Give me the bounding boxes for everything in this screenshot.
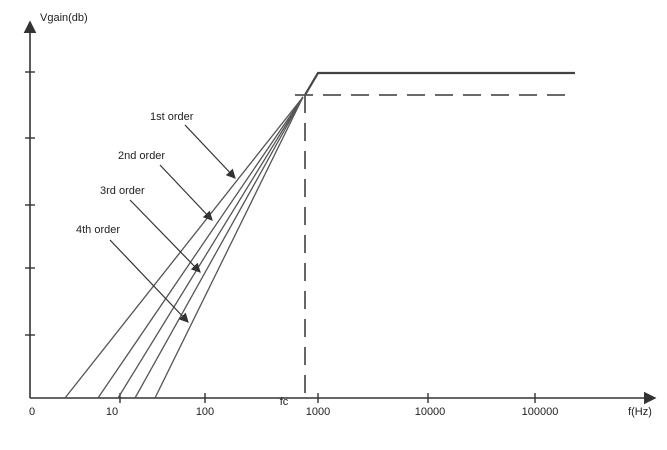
y-axis-label: Vgain(db)	[40, 12, 88, 24]
diagram: Vgain(db) f(Hz) 0 10 100 1000 10000 1000…	[0, 0, 667, 450]
x-tick-label: 1000	[306, 406, 330, 418]
cutoff-label: fc	[280, 396, 289, 408]
axes	[25, 22, 655, 403]
curve-label: 4th order	[76, 224, 120, 236]
curve-label: 3rd order	[100, 185, 145, 197]
x-tick-label: 100	[196, 406, 214, 418]
x-axis-label: f(Hz)	[628, 406, 652, 418]
x-tick-label: 0	[29, 406, 35, 418]
curve-label: 2nd order	[118, 150, 165, 162]
x-tick-label: 100000	[522, 406, 559, 418]
curve-label: 1st order	[150, 111, 194, 123]
response-lines	[65, 73, 575, 398]
x-tick-label: 10	[106, 406, 118, 418]
x-tick-label: 10000	[415, 406, 446, 418]
